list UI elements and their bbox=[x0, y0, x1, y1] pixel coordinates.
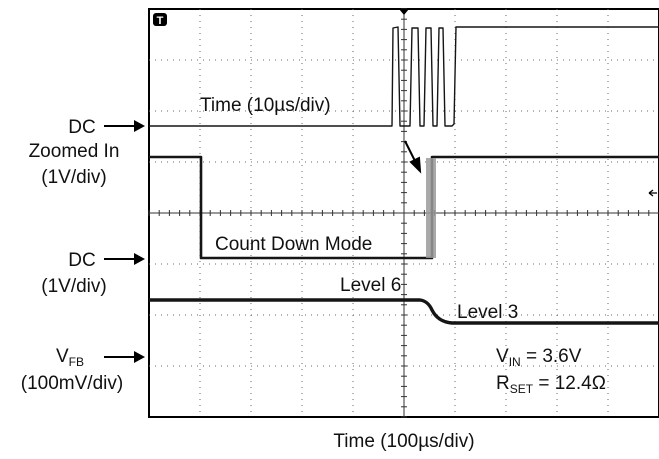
channel-4-scale: (100mV/div) bbox=[21, 373, 123, 394]
channel-labels: DC Zoomed In (1V/div) DC (1V/div) VFB (1… bbox=[21, 117, 145, 394]
channel-1-name: DC bbox=[68, 117, 95, 138]
rset-subscript: SET bbox=[510, 382, 534, 396]
rset-value: = 12.4Ω bbox=[533, 373, 606, 394]
zoom-time-scale: Time (10µs/div) bbox=[200, 95, 331, 116]
right-edge-arrow bbox=[648, 189, 657, 197]
trigger-position-marker bbox=[399, 9, 409, 15]
vin-value: = 3.6V bbox=[521, 346, 582, 367]
annotation-count-down: Count Down Mode bbox=[215, 234, 372, 255]
trace-count-down bbox=[149, 155, 659, 260]
transition-arrow-head bbox=[409, 156, 422, 174]
channel-4-symbol: V bbox=[56, 346, 69, 367]
vin-subscript: IN bbox=[509, 355, 521, 369]
channel-3-arrowhead bbox=[134, 253, 145, 265]
rset-symbol: R bbox=[496, 373, 510, 394]
channel-4-name: VFB bbox=[56, 346, 84, 369]
condition-rset: RSET = 12.4Ω bbox=[496, 373, 606, 396]
channel-4-arrowhead bbox=[134, 351, 145, 363]
condition-vin: VIN = 3.6V bbox=[496, 346, 582, 369]
vin-symbol: V bbox=[496, 346, 509, 367]
transition-band bbox=[426, 158, 436, 258]
channel-3-name: DC bbox=[68, 250, 95, 271]
trigger-letter: T bbox=[157, 15, 164, 27]
channel-3-scale: (1V/div) bbox=[41, 276, 106, 297]
trigger-box bbox=[153, 13, 167, 26]
transition-arrow bbox=[404, 140, 422, 174]
trigger-marker: T bbox=[153, 13, 167, 27]
waveforms bbox=[149, 26, 659, 325]
channel-2-name: Zoomed In bbox=[29, 141, 120, 162]
channel-1-arrowhead bbox=[134, 120, 145, 132]
annotation-level-low: Level 3 bbox=[457, 302, 518, 323]
trace-zoomed-dc bbox=[149, 26, 659, 127]
trace-vfb bbox=[149, 298, 659, 325]
channel-2-scale: (1V/div) bbox=[41, 167, 106, 188]
channel-4-subscript: FB bbox=[69, 355, 84, 369]
x-axis-label: Time (100µs/div) bbox=[333, 431, 474, 452]
annotation-level-high: Level 6 bbox=[340, 275, 401, 296]
